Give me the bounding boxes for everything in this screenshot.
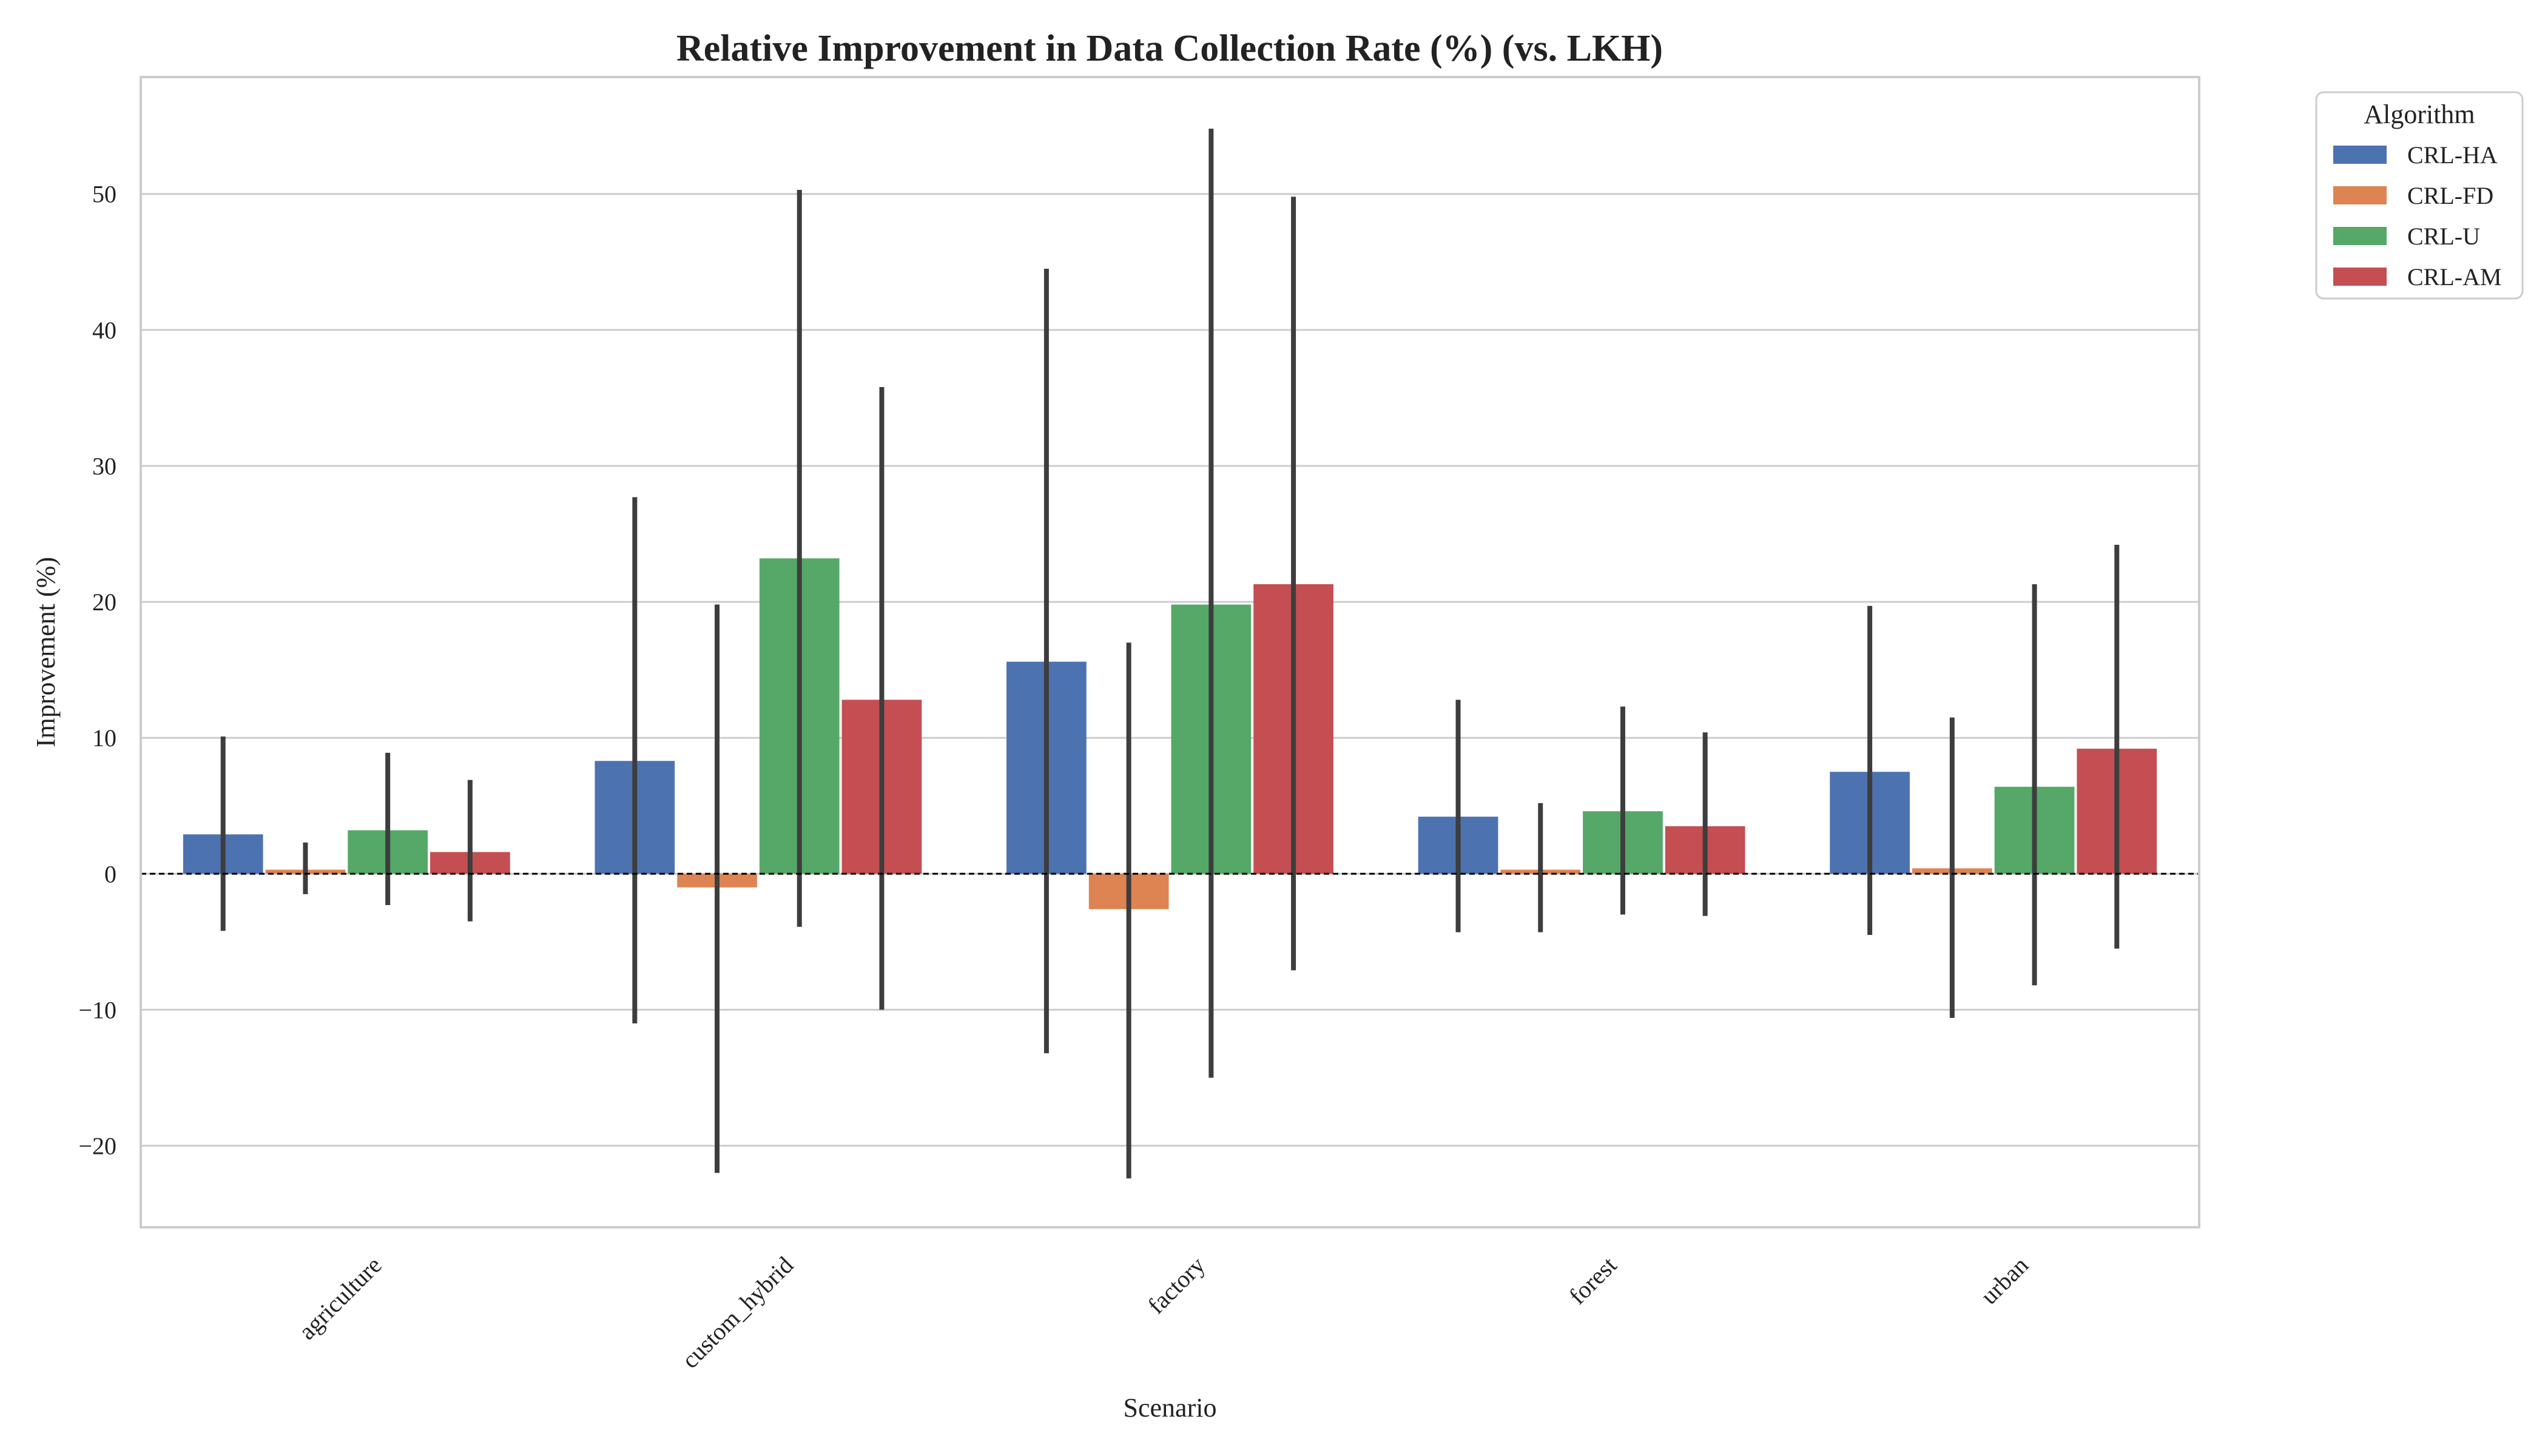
y-tick-label: 10 (92, 724, 116, 752)
y-tick-label: −10 (78, 996, 116, 1023)
y-tick-label: −20 (78, 1133, 116, 1160)
legend: Algorithm CRL-HA CRL-FD CRL-U CRL-AM (2315, 91, 2524, 300)
legend-title: Algorithm (2364, 99, 2475, 129)
legend-label-crl-am: CRL-AM (2407, 263, 2502, 291)
legend-frame (2315, 91, 2524, 300)
legend-label-crl-fd: CRL-FD (2407, 182, 2493, 209)
y-tick-label: 50 (92, 181, 116, 208)
x-axis-label: Scenario (1124, 1393, 1217, 1423)
y-tick-label: 30 (92, 453, 116, 480)
legend-label-crl-u: CRL-U (2407, 223, 2480, 250)
legend-label-crl-ha: CRL-HA (2407, 141, 2498, 169)
chart-title: Relative Improvement in Data Collection … (676, 28, 1663, 69)
legend-swatch-crl-am (2333, 268, 2387, 286)
legend-swatch-crl-ha (2333, 146, 2387, 164)
legend-swatch-crl-u (2333, 227, 2387, 245)
y-tick-label: 40 (92, 317, 116, 344)
legend-swatch-crl-fd (2333, 186, 2387, 204)
y-axis-label: Improvement (%) (31, 557, 61, 747)
y-tick-label: 0 (104, 860, 116, 888)
y-tick-label: 20 (92, 588, 116, 616)
plot-frame (140, 76, 2200, 1228)
